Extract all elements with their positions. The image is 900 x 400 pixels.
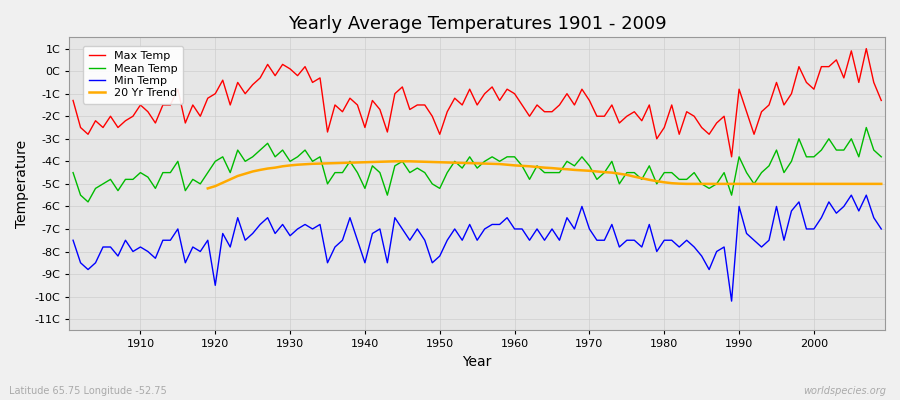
20 Yr Trend	[390, 159, 400, 164]
Mean Temp	[83, 200, 94, 204]
Line: Min Temp: Min Temp	[73, 195, 881, 301]
Y-axis label: Temperature: Temperature	[15, 140, 29, 228]
20 Yr Trend	[778, 182, 789, 186]
Mean Temp	[135, 170, 146, 175]
Min Temp	[599, 238, 610, 243]
Mean Temp	[876, 154, 886, 159]
Min Temp	[846, 193, 857, 198]
Text: worldspecies.org: worldspecies.org	[804, 386, 886, 396]
Mean Temp	[517, 164, 527, 168]
Max Temp	[68, 98, 78, 103]
20 Yr Trend	[284, 163, 295, 168]
20 Yr Trend	[876, 182, 886, 186]
20 Yr Trend	[868, 182, 879, 186]
Line: 20 Yr Trend: 20 Yr Trend	[208, 161, 881, 188]
Min Temp	[509, 226, 520, 231]
20 Yr Trend	[359, 160, 370, 165]
Max Temp	[726, 154, 737, 159]
Mean Temp	[509, 154, 520, 159]
Line: Mean Temp: Mean Temp	[73, 128, 881, 202]
Max Temp	[509, 91, 520, 96]
Line: Max Temp: Max Temp	[73, 49, 881, 157]
Mean Temp	[607, 159, 617, 164]
Min Temp	[128, 249, 139, 254]
Min Temp	[726, 299, 737, 304]
Min Temp	[68, 238, 78, 243]
Max Temp	[128, 114, 139, 119]
Min Temp	[876, 226, 886, 231]
Text: Latitude 65.75 Longitude -52.75: Latitude 65.75 Longitude -52.75	[9, 386, 166, 396]
Min Temp	[338, 238, 348, 243]
Mean Temp	[345, 159, 356, 164]
20 Yr Trend	[861, 182, 872, 186]
Title: Yearly Average Temperatures 1901 - 2009: Yearly Average Temperatures 1901 - 2009	[288, 15, 667, 33]
Max Temp	[501, 87, 512, 92]
Min Temp	[292, 226, 303, 231]
Max Temp	[292, 73, 303, 78]
Legend: Max Temp, Mean Temp, Min Temp, 20 Yr Trend: Max Temp, Mean Temp, Min Temp, 20 Yr Tre…	[83, 46, 184, 104]
Max Temp	[861, 46, 872, 51]
Max Temp	[338, 109, 348, 114]
Min Temp	[501, 215, 512, 220]
X-axis label: Year: Year	[463, 355, 492, 369]
Mean Temp	[300, 148, 310, 152]
Max Temp	[876, 98, 886, 103]
Max Temp	[599, 114, 610, 119]
20 Yr Trend	[202, 186, 213, 191]
Mean Temp	[861, 125, 872, 130]
20 Yr Trend	[374, 159, 385, 164]
Mean Temp	[68, 170, 78, 175]
